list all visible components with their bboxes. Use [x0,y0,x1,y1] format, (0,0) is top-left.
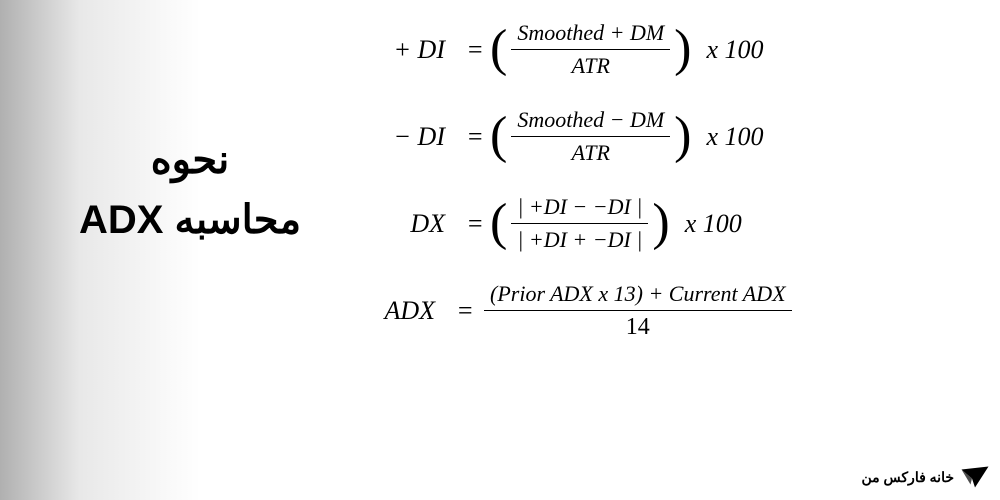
lparen-icon: ( [490,31,507,67]
eq1-denominator: ATR [566,50,616,79]
watermark: خانه فارکس من [862,464,991,490]
eq3-rhs: ( | +DI − −DI | | +DI + −DI | ) x 100 [490,194,742,253]
eq3-lhs: DX [320,209,460,239]
heading-line-2: محاسبه ADX [40,190,340,250]
lparen-icon: ( [490,118,507,154]
eq1-fraction: Smoothed + DM ATR [511,20,670,79]
watermark-text: خانه فارکس من [862,469,955,486]
rparen-icon: ) [674,118,691,154]
paper-plane-icon [960,464,990,490]
eq1-equals: = [460,35,490,65]
eq2-denominator: ATR [566,137,616,166]
eq3-denominator: | +DI + −DI | [511,224,648,253]
eq4-numerator: (Prior ADX x 13) + Current ADX [484,281,792,311]
eq2-lhs: − DI [320,122,460,152]
eq3-numerator: | +DI − −DI | [511,194,648,224]
eq2-rhs: ( Smoothed − DM ATR ) x 100 [490,107,764,166]
left-gradient-background [0,0,200,500]
eq1-lhs: + DI [320,35,460,65]
eq2-equals: = [460,122,490,152]
eq2-tail: x 100 [706,122,763,152]
eq2-numerator: Smoothed − DM [511,107,670,137]
eq3-fraction: | +DI − −DI | | +DI + −DI | [511,194,648,253]
lparen-icon: ( [490,205,507,241]
page-heading: نحوه محاسبه ADX [40,130,340,250]
equation-minus-di: − DI = ( Smoothed − DM ATR ) x 100 [320,107,970,166]
eq1-rhs: ( Smoothed + DM ATR ) x 100 [490,20,764,79]
eq4-fraction: (Prior ADX x 13) + Current ADX 14 [484,281,792,341]
rparen-icon: ) [652,205,669,241]
heading-line-1: نحوه [40,130,340,190]
eq1-numerator: Smoothed + DM [511,20,670,50]
eq4-rhs: (Prior ADX x 13) + Current ADX 14 [480,281,796,341]
eq4-lhs: ADX [320,296,450,326]
formula-block: + DI = ( Smoothed + DM ATR ) x 100 − DI … [320,20,970,369]
eq1-tail: x 100 [706,35,763,65]
equation-dx: DX = ( | +DI − −DI | | +DI + −DI | ) x 1… [320,194,970,253]
equation-plus-di: + DI = ( Smoothed + DM ATR ) x 100 [320,20,970,79]
eq3-equals: = [460,209,490,239]
eq4-denominator: 14 [620,311,656,341]
rparen-icon: ) [674,31,691,67]
equation-adx: ADX = (Prior ADX x 13) + Current ADX 14 [320,281,970,341]
eq2-fraction: Smoothed − DM ATR [511,107,670,166]
eq3-tail: x 100 [685,209,742,239]
eq4-equals: = [450,296,480,326]
